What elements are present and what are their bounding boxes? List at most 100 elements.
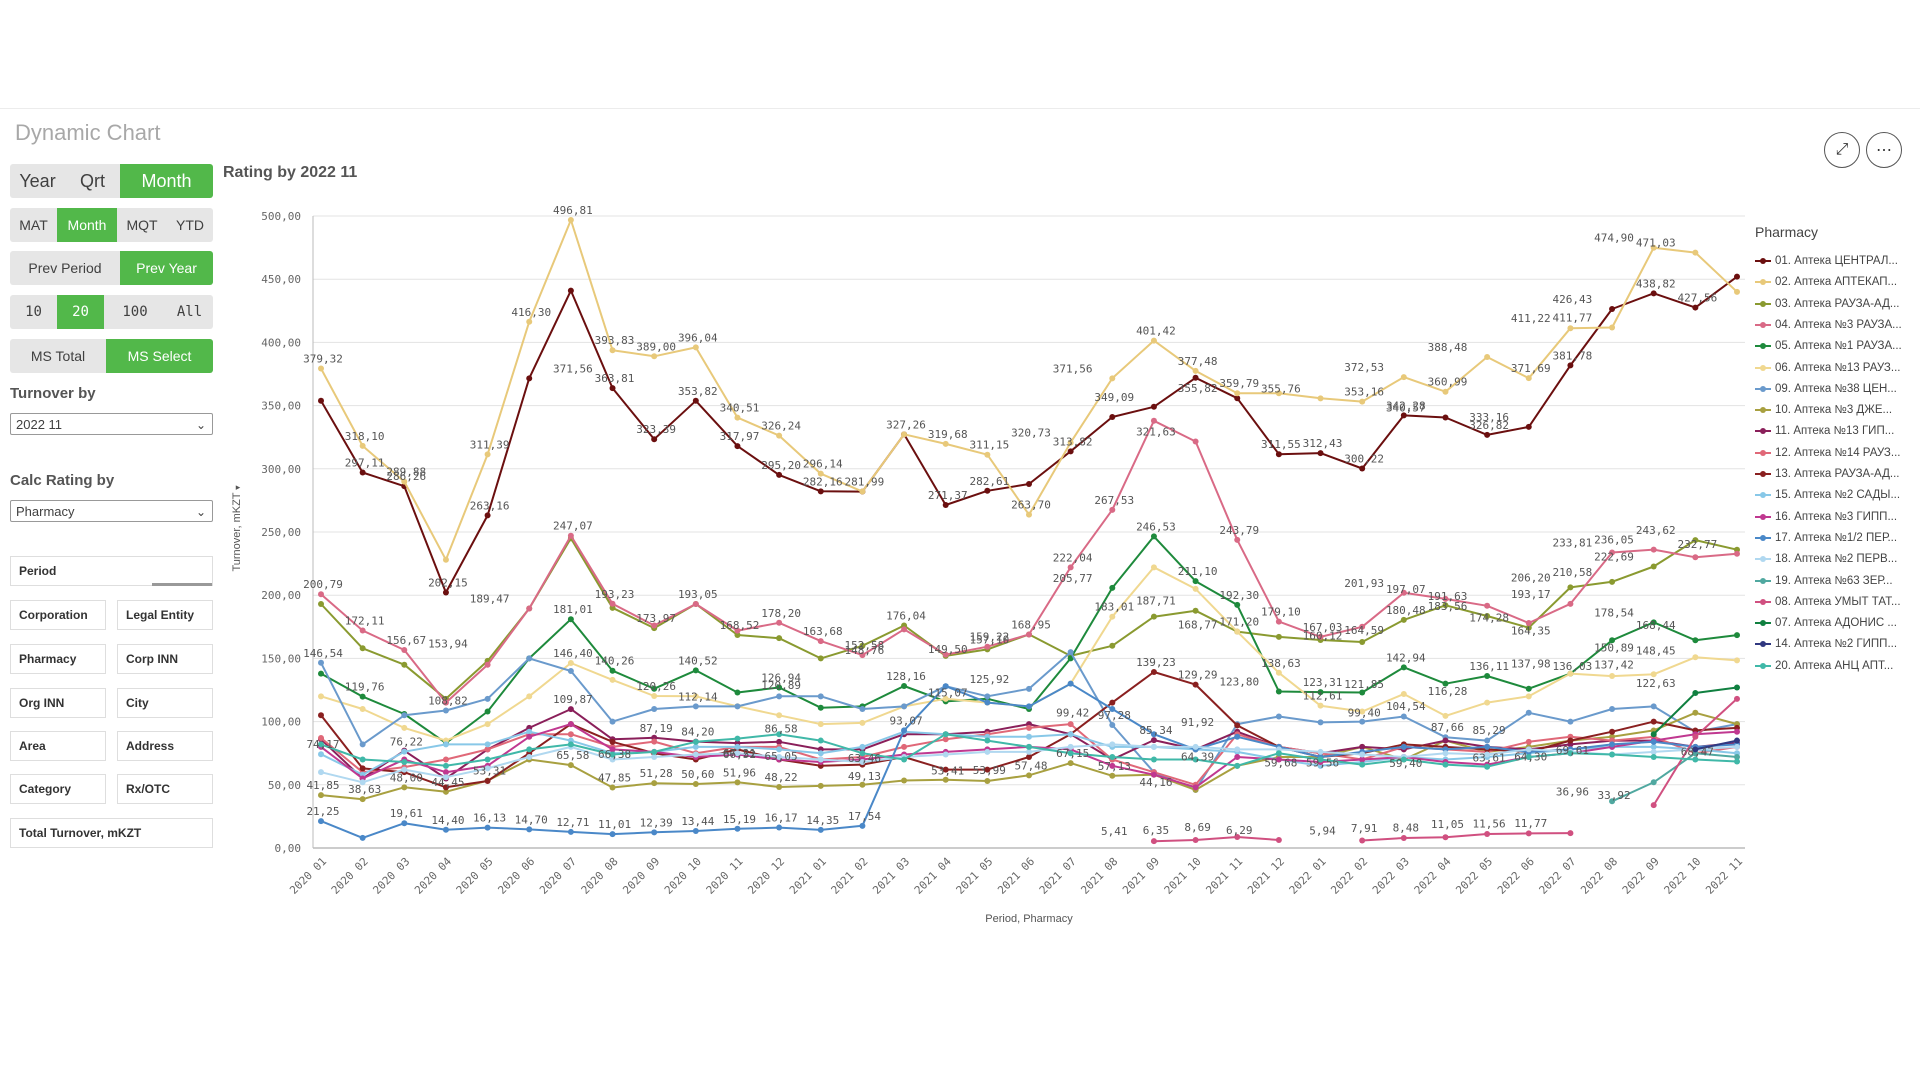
- legend-item[interactable]: 05. Аптека №1 РАУЗА...: [1755, 340, 1902, 352]
- legend-item[interactable]: 20. Аптека АНЦ АПТ...: [1755, 660, 1893, 672]
- turnover-by-select[interactable]: 2022 11 ⌄: [10, 413, 213, 435]
- data-point: [984, 778, 991, 785]
- legend-item[interactable]: 07. Аптека АДОНИС ...: [1755, 617, 1897, 629]
- filter-legal-entity[interactable]: Legal Entity: [117, 600, 213, 630]
- filter-address[interactable]: Address: [117, 731, 213, 761]
- legend-item[interactable]: 19. Аптека №63 ЗЕР...: [1755, 575, 1893, 587]
- legend-item[interactable]: 01. Аптека ЦЕНТРАЛ...: [1755, 255, 1898, 267]
- data-label: 232,77: [1677, 538, 1717, 551]
- filter-corporation[interactable]: Corporation: [10, 600, 106, 630]
- data-point: [1400, 412, 1407, 419]
- data-point: [609, 746, 616, 753]
- legend-item[interactable]: 10. Аптека №3 ДЖЕ...: [1755, 404, 1892, 416]
- legend-item[interactable]: 09. Аптека №38 ЦЕН...: [1755, 383, 1897, 395]
- legend-item[interactable]: 12. Аптека №14 РАУЗ...: [1755, 447, 1900, 459]
- filter-period[interactable]: Period: [10, 556, 213, 586]
- more-button[interactable]: ⋯: [1866, 132, 1902, 168]
- legend-label: 09. Аптека №38 ЦЕН...: [1775, 382, 1897, 395]
- data-point: [1734, 728, 1740, 735]
- legend-item[interactable]: 16. Аптека №3 ГИПП...: [1755, 511, 1897, 523]
- data-label: 411,22: [1511, 312, 1551, 325]
- filter-city[interactable]: City: [117, 688, 213, 718]
- data-point: [1442, 388, 1449, 395]
- top-all-button[interactable]: All: [166, 295, 213, 329]
- data-point: [609, 756, 616, 763]
- filter-category[interactable]: Category: [10, 774, 106, 804]
- legend-item[interactable]: 06. Аптека №13 РАУЗ...: [1755, 362, 1900, 374]
- filter-pharmacy[interactable]: Pharmacy: [10, 644, 106, 674]
- legend-item[interactable]: 18. Аптека №2 ПЕРВ...: [1755, 553, 1897, 565]
- top-20-button[interactable]: 20: [57, 295, 104, 329]
- data-point: [984, 643, 991, 650]
- data-point: [1150, 743, 1157, 750]
- period-month-button[interactable]: Month: [120, 164, 213, 198]
- data-point: [1442, 680, 1449, 687]
- data-point: [442, 707, 449, 714]
- data-point: [1234, 395, 1241, 402]
- top-100-button[interactable]: 100: [104, 295, 166, 329]
- data-label: 51,96: [723, 766, 756, 779]
- data-point: [776, 753, 783, 760]
- legend-item[interactable]: 11. Аптека №13 ГИП...: [1755, 425, 1894, 437]
- mode-month-button[interactable]: Month: [57, 208, 117, 242]
- data-label: 12,39: [640, 816, 673, 829]
- ms-total-button[interactable]: MS Total: [10, 339, 106, 373]
- legend-swatch-icon: [1755, 384, 1771, 394]
- data-point: [1192, 585, 1199, 592]
- data-point: [1275, 618, 1282, 625]
- expand-button[interactable]: ⤢: [1824, 132, 1860, 168]
- legend-title: Pharmacy: [1755, 224, 1819, 240]
- data-point: [1109, 584, 1116, 591]
- data-point: [1484, 602, 1491, 609]
- calc-rating-select[interactable]: Pharmacy ⌄: [10, 500, 213, 522]
- data-point: [609, 600, 616, 607]
- data-label: 312,43: [1303, 437, 1343, 450]
- period-qrt-button[interactable]: Qrt: [65, 164, 120, 198]
- data-point: [776, 635, 783, 642]
- legend-item[interactable]: 04. Аптека №3 РАУЗА...: [1755, 319, 1902, 331]
- filter-org-inn[interactable]: Org INN: [10, 688, 106, 718]
- filter-area[interactable]: Area: [10, 731, 106, 761]
- legend-item[interactable]: 14. Аптека №2 ГИПП...: [1755, 638, 1897, 650]
- prev-year-button[interactable]: Prev Year: [120, 251, 213, 285]
- legend-item[interactable]: 08. Аптека УМЫТ ТАТ...: [1755, 596, 1901, 608]
- data-label: 123,80: [1219, 676, 1259, 689]
- mode-ytd-button[interactable]: YTD: [167, 208, 213, 242]
- data-point: [734, 825, 741, 832]
- data-point: [609, 784, 616, 791]
- legend-item[interactable]: 15. Аптека №2 САДЫ...: [1755, 489, 1900, 501]
- mode-mqt-button[interactable]: MQT: [117, 208, 167, 242]
- legend-item[interactable]: 02. Аптека АПТЕКАП...: [1755, 276, 1897, 288]
- data-label: 69,61: [1556, 744, 1589, 757]
- prev-period-button[interactable]: Prev Period: [10, 251, 120, 285]
- data-point: [1484, 672, 1491, 679]
- data-label: 267,53: [1094, 494, 1134, 507]
- data-label: 311,15: [969, 439, 1009, 452]
- filter-corp-inn[interactable]: Corp INN: [117, 644, 213, 674]
- data-point: [1442, 834, 1449, 841]
- data-point: [1525, 830, 1532, 837]
- filter-area-label: Area: [19, 739, 46, 753]
- data-point: [1109, 762, 1116, 769]
- legend-item[interactable]: 17. Аптека №1/2 ПЕР...: [1755, 532, 1897, 544]
- legend-item[interactable]: 13. Аптека РАУЗА-АД...: [1755, 468, 1899, 480]
- data-point: [817, 826, 824, 833]
- data-point: [651, 738, 658, 745]
- x-tick-label: 2022 05: [1453, 855, 1495, 897]
- legend-item[interactable]: 03. Аптека РАУЗА-АД...: [1755, 298, 1899, 310]
- ms-select-button[interactable]: MS Select: [106, 339, 213, 373]
- filter-rx-otc[interactable]: Rx/OTC: [117, 774, 213, 804]
- data-point: [1317, 756, 1324, 763]
- data-point: [1067, 731, 1074, 738]
- data-point: [1275, 669, 1282, 676]
- data-label: 311,39: [470, 438, 510, 451]
- data-point: [1525, 709, 1532, 716]
- data-point: [318, 792, 324, 799]
- mode-mat-button[interactable]: MAT: [10, 208, 57, 242]
- data-point: [859, 705, 866, 712]
- period-year-button[interactable]: Year: [10, 164, 65, 198]
- filter-total-turnover[interactable]: Total Turnover, mKZT: [10, 818, 213, 848]
- top-10-button[interactable]: 10: [10, 295, 57, 329]
- expand-icon: ⤢: [1835, 141, 1849, 158]
- data-point: [359, 627, 366, 634]
